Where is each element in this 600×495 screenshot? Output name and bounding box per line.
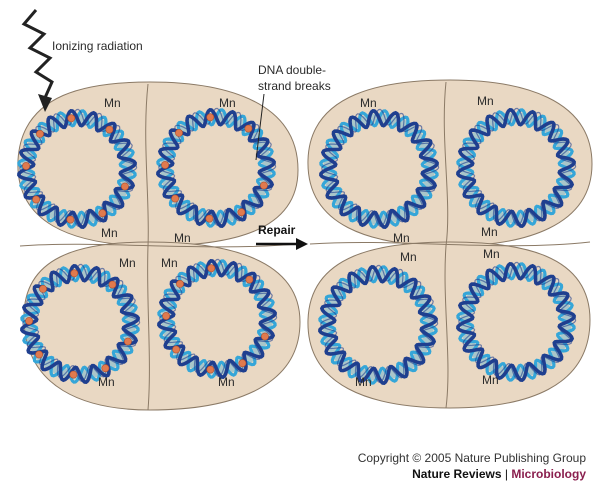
break-dot-icon: [121, 182, 129, 191]
dsb-leader-line: [255, 93, 265, 161]
dna-ring: [20, 263, 141, 384]
dsb-label-line1: DNA double-: [258, 63, 326, 77]
mn-label: Mn: [355, 375, 372, 389]
break-dot-icon: [172, 345, 180, 354]
break-dot-icon: [175, 128, 183, 137]
repair-arrow-icon: [296, 238, 308, 250]
break-dot-icon: [206, 365, 215, 374]
break-dot-icon: [35, 350, 43, 359]
break-dot-icon: [207, 264, 216, 273]
copyright-text: Copyright © 2005 Nature Publishing Group: [357, 451, 586, 465]
radiation-arrowhead-icon: [38, 94, 52, 112]
figure-footer: Copyright © 2005 Nature Publishing Group…: [358, 450, 586, 482]
break-dot-icon: [39, 284, 47, 293]
break-dot-icon: [162, 312, 170, 320]
dna-ring: [318, 264, 439, 385]
mn-label: Mn: [101, 226, 118, 240]
mn-label: Mn: [174, 231, 191, 245]
break-dot-icon: [36, 129, 44, 138]
break-dot-icon: [69, 370, 78, 379]
mn-label: Mn: [393, 231, 410, 245]
dsb-label-line2: strand breaks: [258, 79, 331, 93]
break-dot-icon: [176, 279, 184, 288]
mn-label: Mn: [482, 373, 499, 387]
dna-ring: [456, 107, 577, 228]
dna-layer: [17, 107, 577, 385]
break-dot-icon: [161, 161, 169, 169]
break-dot-icon: [260, 332, 269, 341]
break-dot-icon: [238, 359, 247, 368]
dna-strand-dark: [456, 262, 576, 382]
break-dot-icon: [25, 317, 33, 325]
cell-septum: [19, 243, 299, 248]
dna-ring: [456, 261, 577, 382]
break-dot-icon: [105, 125, 114, 134]
cell-outline: [307, 241, 591, 409]
mn-label: Mn: [481, 225, 498, 239]
radiation-label: Ionizing radiation: [52, 39, 143, 53]
radiation-zigzag-icon: [21, 9, 54, 101]
mn-label: Mn: [218, 375, 235, 389]
dna-strand-dark: [456, 108, 576, 228]
break-dot-icon: [244, 124, 253, 133]
repair-label: Repair: [258, 223, 296, 237]
dna-ring: [319, 108, 440, 229]
mn-label: Mn: [119, 256, 136, 270]
mn-label: Mn: [104, 96, 121, 110]
break-dot-icon: [171, 194, 179, 203]
break-dot-icon: [32, 195, 40, 204]
break-dot-icon: [259, 181, 268, 190]
dna-strand-dark: [319, 109, 439, 229]
journal-credit: Nature Reviews | Microbiology: [358, 466, 586, 482]
break-dot-icon: [101, 364, 110, 373]
cell-septum: [309, 241, 591, 247]
break-dot-icon: [237, 208, 246, 217]
dna-ring: [157, 258, 278, 379]
break-dot-icon: [98, 209, 107, 218]
mn-label: Mn: [161, 256, 178, 270]
break-dot-icon: [205, 214, 214, 223]
mn-label: Mn: [477, 94, 494, 108]
dna-ring: [17, 108, 138, 229]
break-dot-icon: [70, 269, 79, 278]
break-dot-icon: [67, 114, 76, 123]
mn-label: Mn: [219, 96, 236, 110]
mn-label: Mn: [483, 247, 500, 261]
break-dot-icon: [245, 275, 254, 284]
break-dot-icon: [22, 162, 30, 170]
journal-separator: |: [504, 467, 508, 481]
break-dot-icon: [206, 113, 215, 122]
break-dot-icon: [66, 215, 75, 224]
cell-septum: [443, 81, 449, 409]
mn-label: Mn: [98, 375, 115, 389]
break-dot-icon: [124, 337, 132, 346]
mn-label: Mn: [360, 96, 377, 110]
journal-name: Nature Reviews: [412, 467, 502, 481]
break-dot-icon: [108, 280, 117, 289]
journal-subject: Microbiology: [511, 467, 586, 481]
mn-label: Mn: [400, 250, 417, 264]
dna-ring: [156, 107, 277, 228]
dna-strand-dark: [318, 265, 438, 385]
